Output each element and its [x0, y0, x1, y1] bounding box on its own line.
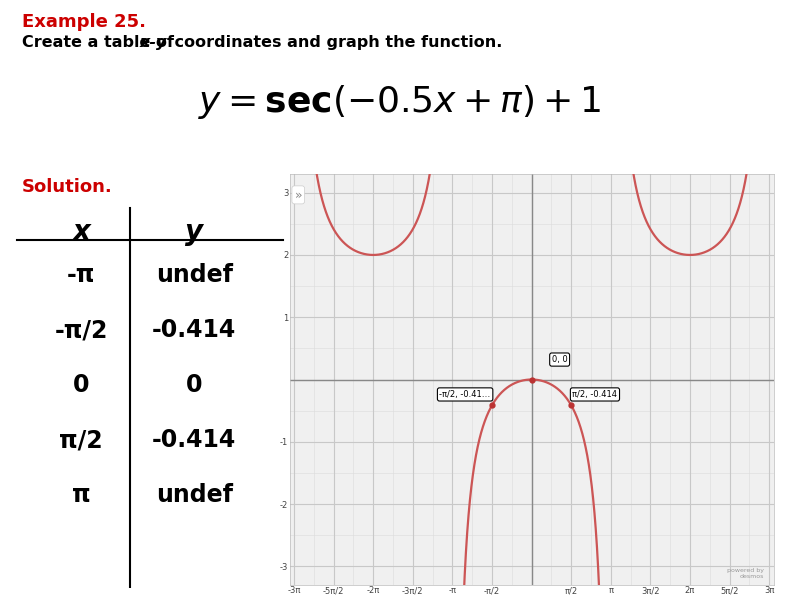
Text: 0, 0: 0, 0 — [552, 355, 567, 364]
Text: $y = \mathbf{sec}(-0.5x+\pi)+1$: $y = \mathbf{sec}(-0.5x+\pi)+1$ — [198, 83, 602, 121]
Text: x-y: x-y — [140, 35, 167, 50]
Text: »: » — [294, 188, 302, 202]
Text: 0: 0 — [186, 373, 202, 397]
Text: π/2, -0.414: π/2, -0.414 — [573, 390, 618, 399]
Text: Example 25.: Example 25. — [22, 13, 146, 31]
Text: x: x — [72, 218, 90, 246]
Text: undef: undef — [156, 263, 233, 287]
Text: Solution.: Solution. — [22, 178, 113, 196]
Text: Create a table of: Create a table of — [22, 35, 180, 50]
Text: -π/2: -π/2 — [54, 318, 108, 342]
Text: y: y — [186, 218, 203, 246]
Text: 0: 0 — [73, 373, 90, 397]
Text: -π/2, -0.41…: -π/2, -0.41… — [439, 390, 490, 399]
Text: -0.414: -0.414 — [152, 428, 237, 452]
Text: coordinates and graph the function.: coordinates and graph the function. — [169, 35, 502, 50]
Text: π: π — [72, 483, 90, 507]
Text: undef: undef — [156, 483, 233, 507]
Text: π/2: π/2 — [59, 428, 103, 452]
Text: powered by
desmos: powered by desmos — [727, 568, 764, 579]
Text: -π: -π — [67, 263, 95, 287]
Text: -0.414: -0.414 — [152, 318, 237, 342]
